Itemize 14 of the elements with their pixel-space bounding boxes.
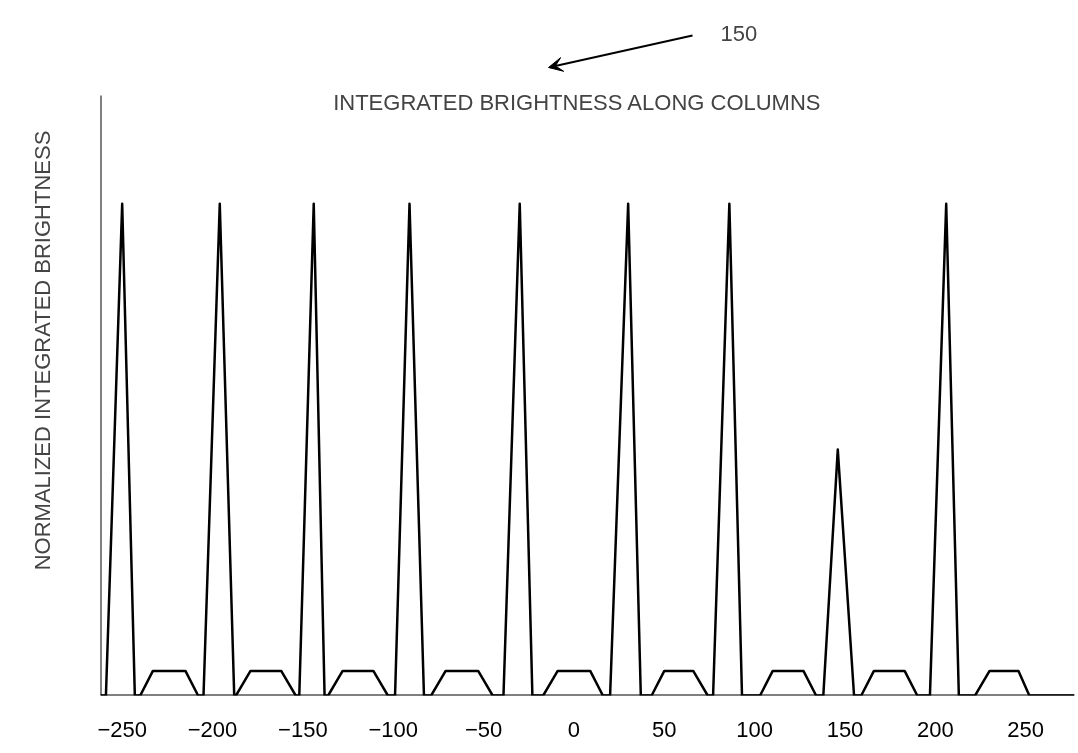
x-tick-label: 150: [826, 716, 864, 742]
x-tick-label: −150: [278, 716, 328, 742]
x-tick-label: −100: [368, 716, 419, 742]
x-tick-label: −200: [187, 716, 238, 742]
chart-title: INTEGRATED BRIGHTNESS ALONG COLUMNS: [333, 90, 821, 115]
x-tick-label: −50: [464, 716, 503, 742]
x-tick-label: 100: [736, 716, 774, 742]
x-tick-label: 0: [567, 716, 581, 742]
y-axis-title: NORMALIZED INTEGRATED BRIGHTNESS: [29, 130, 55, 571]
x-tick-label: 200: [917, 716, 954, 742]
x-tick-label: 250: [1007, 716, 1045, 742]
x-tick-label: 50: [652, 716, 677, 742]
x-tick-label: −250: [97, 716, 147, 742]
text: 150: [720, 20, 758, 46]
